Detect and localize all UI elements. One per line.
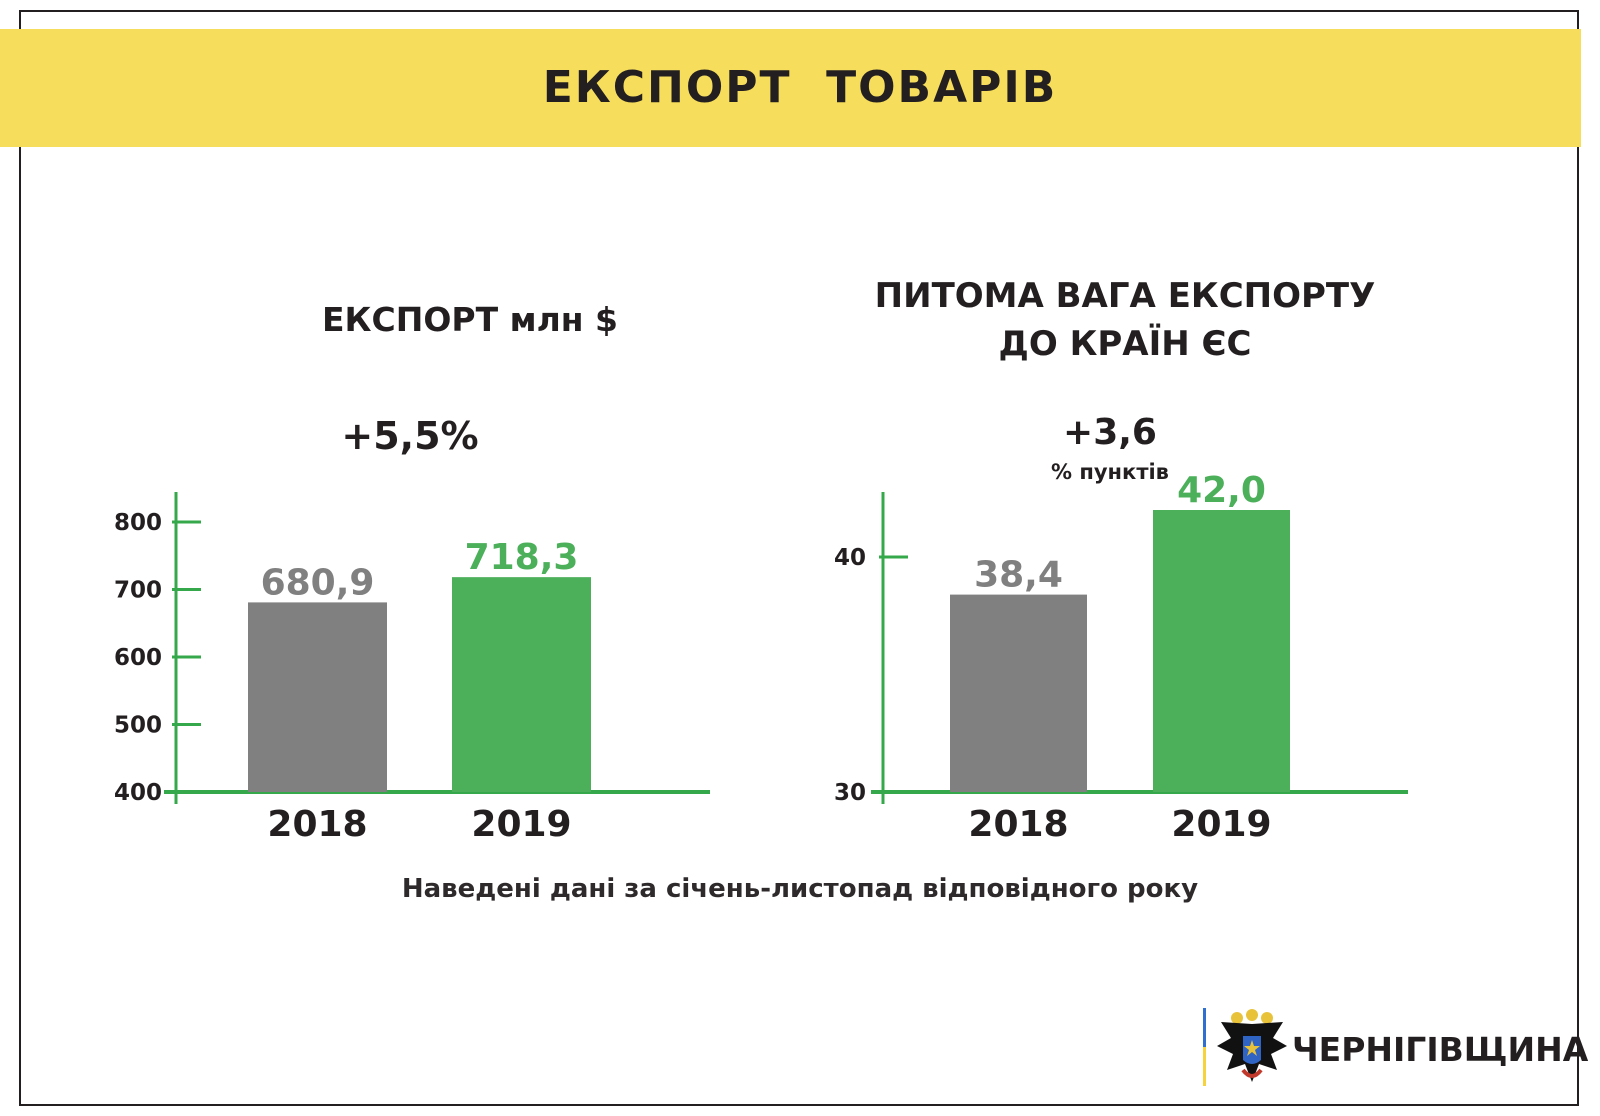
eu-share-bar-2019 bbox=[1153, 510, 1290, 792]
eu-share-chart-title: ПИТОМА ВАГА ЕКСПОРТУ ДО КРАЇН ЄС bbox=[820, 272, 1430, 368]
flag-stripe bbox=[1203, 1008, 1206, 1086]
eu-share-data-label-2019: 42,0 bbox=[1177, 470, 1266, 511]
eu-share-change-unit: % пунктів bbox=[1051, 460, 1169, 484]
export-y-tick-label: 500 bbox=[114, 713, 162, 739]
export-x-tick-label-2018: 2018 bbox=[267, 804, 367, 845]
export-x-tick-label-2019: 2019 bbox=[471, 804, 571, 845]
export-y-tick-label: 800 bbox=[114, 510, 162, 536]
export-data-label-2019: 718,3 bbox=[465, 537, 579, 578]
export-y-tick-label: 600 bbox=[114, 645, 162, 671]
export-chart-title: ЕКСПОРТ млн $ bbox=[322, 300, 618, 339]
export-bar-2018 bbox=[248, 602, 387, 792]
eu-share-bar-chart: 30 40 38,4 2018 42,0 2019 bbox=[834, 470, 1408, 845]
eu-share-y-tick-label: 30 bbox=[834, 780, 866, 806]
slide-frame bbox=[19, 10, 1579, 1106]
export-y-tick-label: 700 bbox=[114, 578, 162, 604]
eu-share-bar-2018 bbox=[950, 594, 1087, 792]
region-logo-text: ЧЕРНІГІВЩИНА bbox=[1292, 1030, 1589, 1069]
eu-share-x-tick-label-2018: 2018 bbox=[968, 804, 1068, 845]
page-title: ЕКСПОРТ ТОВАРІВ bbox=[542, 62, 1058, 113]
header-banner bbox=[0, 29, 1581, 147]
eu-share-y-tick-label: 40 bbox=[834, 545, 866, 571]
coat-of-arms-icon bbox=[1217, 1009, 1287, 1082]
export-y-tick-label: 400 bbox=[114, 780, 162, 806]
export-bar-chart: 400 500 600 700 800 680,9 2018 718,3 2019 bbox=[114, 492, 710, 845]
export-bar-2019 bbox=[452, 577, 591, 792]
export-change-label: +5,5% bbox=[341, 414, 479, 458]
eu-share-title-line2: ДО КРАЇН ЄС bbox=[998, 324, 1252, 364]
footnote: Наведені дані за січень-листопад відпові… bbox=[401, 874, 1199, 904]
eu-share-data-label-2018: 38,4 bbox=[974, 555, 1063, 596]
export-data-label-2018: 680,9 bbox=[261, 562, 375, 603]
eu-share-x-tick-label-2019: 2019 bbox=[1171, 804, 1271, 845]
eu-share-title-line1: ПИТОМА ВАГА ЕКСПОРТУ bbox=[874, 276, 1376, 316]
eu-share-change-label: +3,6 bbox=[1063, 412, 1157, 453]
